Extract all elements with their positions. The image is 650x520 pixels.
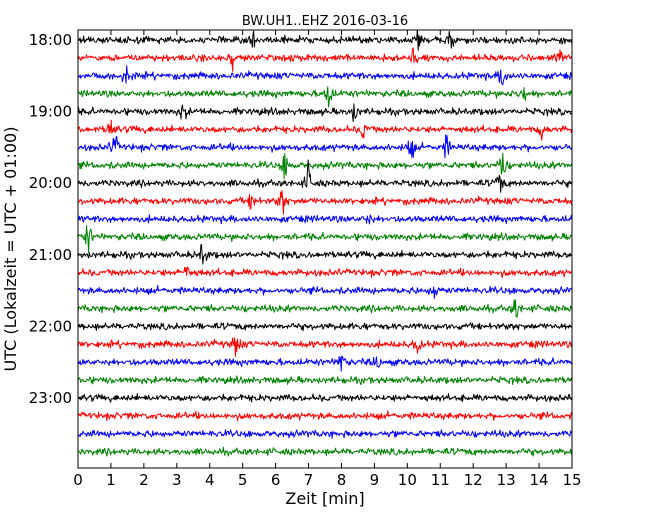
x-tick-label: 10 xyxy=(398,471,417,489)
seismogram-trace-22 xyxy=(78,429,572,439)
y-axis-ticks: 18:00 19:00 20:00 21:00 22:00 23:00 xyxy=(29,31,572,407)
seismogram-trace-6 xyxy=(78,134,572,159)
y-tick-label: 21:00 xyxy=(29,246,72,264)
y-tick-label: 19:00 xyxy=(29,103,72,121)
x-tick-label: 15 xyxy=(562,471,581,489)
y-tick-label: 20:00 xyxy=(29,174,72,192)
x-tick-label: 13 xyxy=(497,471,516,489)
y-tick-label: 22:00 xyxy=(29,317,72,335)
x-tick-label: 2 xyxy=(139,471,149,489)
x-tick-label: 3 xyxy=(172,471,182,489)
seismogram-trace-13 xyxy=(78,266,572,279)
x-tick-label: 7 xyxy=(304,471,314,489)
x-axis-label: Zeit [min] xyxy=(285,489,364,508)
seismogram-trace-5 xyxy=(78,119,572,141)
seismogram-trace-4 xyxy=(78,103,572,123)
chart-title: BW.UH1..EHZ 2016-03-16 xyxy=(242,14,408,29)
x-tick-label: 0 xyxy=(73,471,83,489)
x-tick-label: 5 xyxy=(238,471,248,489)
seismogram-trace-3 xyxy=(78,86,572,108)
seismogram-trace-14 xyxy=(78,285,572,299)
seismogram-trace-12 xyxy=(78,243,572,265)
seismogram-trace-16 xyxy=(78,322,572,332)
x-tick-label: 12 xyxy=(464,471,483,489)
x-tick-label: 4 xyxy=(205,471,215,489)
seismogram-trace-7 xyxy=(78,152,572,180)
seismogram-trace-17 xyxy=(78,337,572,357)
x-tick-label: 6 xyxy=(271,471,281,489)
y-tick-label: 23:00 xyxy=(29,389,72,407)
x-tick-label: 14 xyxy=(530,471,549,489)
y-axis-label: UTC (Lokalzeit = UTC + 01:00) xyxy=(1,127,20,372)
seismogram-trace-1 xyxy=(78,47,572,72)
seismogram-trace-19 xyxy=(78,375,572,386)
seismogram-trace-15 xyxy=(78,299,572,318)
plot-frame xyxy=(77,29,573,469)
seismogram-trace-18 xyxy=(78,355,572,372)
x-tick-label: 11 xyxy=(431,471,450,489)
x-axis-ticks: 0 1 2 3 4 5 6 7 8 9 10 11 12 13 14 15 xyxy=(73,30,582,489)
x-tick-label: 9 xyxy=(370,471,380,489)
seismogram-trace-8 xyxy=(78,159,572,193)
seismogram-trace-10 xyxy=(78,214,572,225)
seismogram-trace-23 xyxy=(78,446,572,457)
seismogram-trace-11 xyxy=(78,225,572,253)
seismogram-trace-0 xyxy=(78,30,572,51)
seismogram-trace-9 xyxy=(78,190,572,215)
x-tick-label: 1 xyxy=(106,471,116,489)
y-tick-label: 18:00 xyxy=(29,31,72,49)
seismogram-traces xyxy=(78,30,572,457)
x-tick-label: 8 xyxy=(337,471,347,489)
seismogram-trace-2 xyxy=(78,65,572,86)
seismogram-trace-21 xyxy=(78,410,572,422)
seismogram-trace-20 xyxy=(78,393,572,403)
